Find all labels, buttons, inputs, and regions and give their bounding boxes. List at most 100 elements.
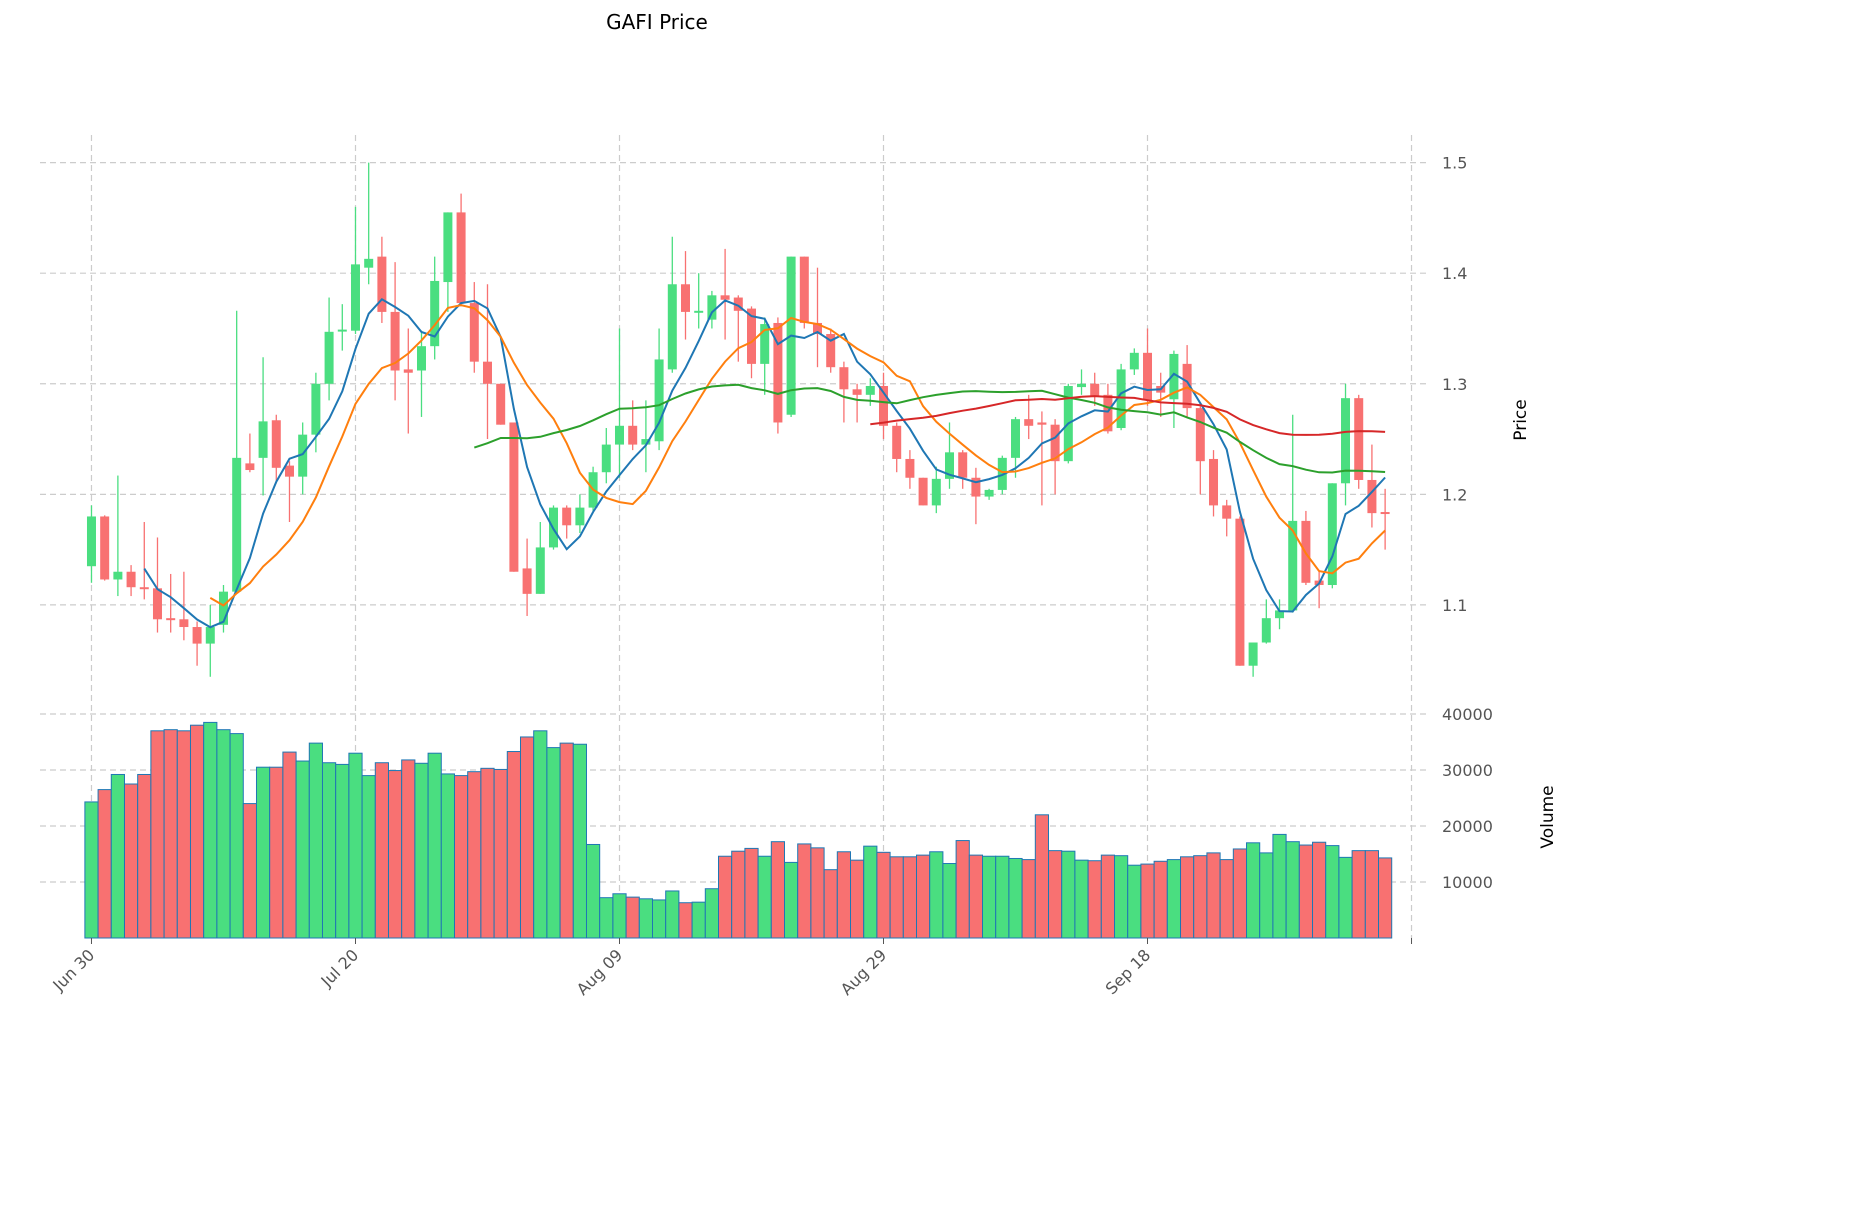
volume-bar: [176, 730, 191, 939]
volume-bar: [784, 861, 799, 939]
candle-down: [1090, 383, 1100, 396]
volume-bar: [559, 742, 574, 939]
candle-up: [298, 434, 308, 477]
candle-up: [430, 280, 440, 347]
candle-down: [152, 588, 162, 620]
volume-bar: [84, 801, 99, 939]
volume-bars: [84, 721, 1393, 939]
candle-up: [1275, 610, 1285, 619]
volume-bar: [665, 890, 680, 939]
volume-bar: [731, 850, 746, 939]
volume-bar: [982, 855, 997, 939]
candle-down: [469, 303, 479, 362]
candle-down: [799, 256, 809, 323]
candle-up: [614, 425, 624, 445]
volume-bar: [163, 729, 178, 939]
volume-bar: [850, 859, 865, 939]
price-tick-label: 1.1: [1442, 596, 1467, 615]
ma-30-line: [473, 383, 1386, 474]
volume-bar: [823, 869, 838, 939]
candle-down: [192, 627, 202, 644]
volume-bar: [638, 898, 653, 939]
candle-up: [575, 507, 585, 526]
volume-bar: [110, 773, 125, 939]
volume-bar: [1100, 854, 1116, 939]
volume-bar: [282, 751, 297, 939]
volume-bar: [308, 742, 323, 939]
volume-tick-label: 10000: [1442, 873, 1493, 892]
volume-bar: [533, 730, 548, 939]
price-axis-label: Price: [1511, 399, 1531, 440]
candle-down: [126, 571, 136, 588]
volume-bar: [242, 803, 257, 939]
volume-bar: [889, 856, 904, 939]
candle-down: [971, 477, 981, 497]
volume-bar: [572, 743, 587, 939]
candle-up: [931, 478, 941, 506]
candle-down: [139, 587, 149, 590]
volume-bar: [876, 851, 891, 939]
candle-up: [1011, 419, 1021, 458]
volume-bar: [704, 888, 719, 939]
candle-down: [1380, 512, 1390, 515]
candle-up: [945, 452, 955, 479]
volume-bar: [1232, 848, 1248, 939]
candle-down: [1222, 505, 1232, 519]
volume-tick-label: 20000: [1442, 817, 1493, 836]
volume-bar: [651, 899, 667, 939]
candle-down: [813, 322, 823, 335]
candle-down: [852, 389, 862, 395]
x-tick-label: Sep 18: [1102, 945, 1155, 998]
candle-down: [166, 618, 176, 621]
moving-averages: [143, 298, 1386, 629]
candle-up: [667, 284, 677, 370]
volume-bar: [1180, 856, 1195, 939]
candle-down: [1024, 419, 1034, 426]
candle-up: [205, 627, 215, 644]
volume-bar: [374, 762, 389, 939]
volume-bar: [797, 843, 812, 939]
volume-bar: [1259, 852, 1274, 939]
volume-bar: [1008, 857, 1023, 939]
volume-bar: [599, 897, 614, 939]
volume-bar: [229, 733, 244, 939]
candle-down: [1195, 408, 1205, 462]
candle-down: [509, 422, 519, 572]
volume-bar: [348, 752, 363, 939]
volume-bar: [744, 847, 759, 939]
volume-bar: [691, 901, 706, 939]
volume-bar: [1166, 859, 1182, 939]
candle-up: [1169, 353, 1179, 400]
candle-up: [1341, 398, 1351, 484]
candle-down: [100, 516, 110, 580]
volume-bar: [757, 855, 772, 939]
volume-bar: [361, 775, 376, 939]
volume-bar: [955, 840, 970, 939]
volume-bar: [203, 721, 218, 939]
volume-bar: [1219, 859, 1234, 939]
candle-down: [773, 322, 783, 423]
x-tick-label: Aug 29: [837, 945, 891, 999]
candle-down: [284, 465, 294, 477]
volume-bar: [506, 751, 521, 939]
candle-up: [694, 310, 704, 313]
volume-bar: [123, 783, 139, 939]
volume-bar: [1351, 850, 1366, 939]
volume-bar: [321, 762, 337, 939]
candle-up: [865, 385, 875, 395]
price-tick-label: 1.4: [1442, 264, 1467, 283]
candle-down: [1235, 518, 1245, 666]
volume-bar: [1114, 855, 1129, 939]
volume-bar: [255, 766, 271, 939]
volume-bar: [995, 855, 1010, 939]
volume-bar: [1061, 850, 1076, 939]
candle-up: [258, 421, 268, 458]
volume-bar: [717, 855, 733, 939]
candle-up: [654, 359, 664, 442]
volume-bar: [863, 845, 878, 939]
volume-bar: [1364, 850, 1380, 939]
candle-up: [1116, 369, 1126, 429]
candle-up: [535, 547, 545, 594]
volume-bar: [1034, 814, 1050, 939]
candle-up: [1261, 618, 1271, 643]
